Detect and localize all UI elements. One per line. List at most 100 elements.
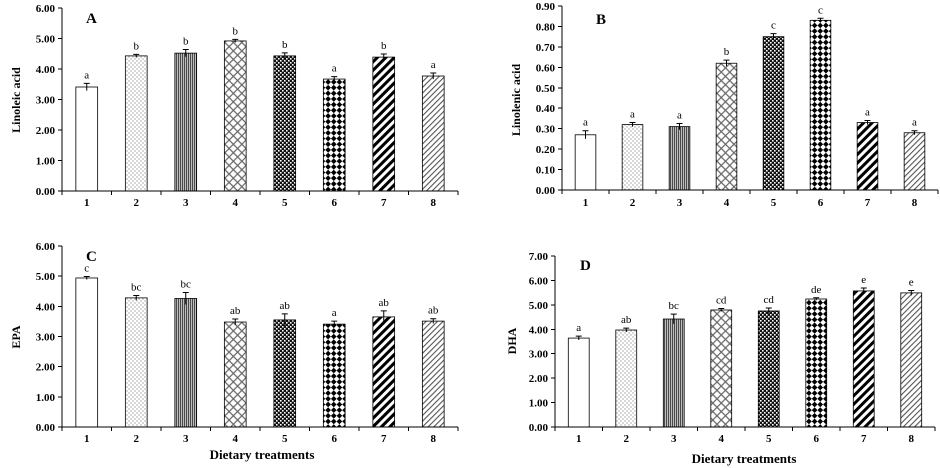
error-bar-b-3	[676, 123, 683, 130]
y-tick-label: 1.00	[36, 392, 56, 404]
error-bar-c-8	[430, 318, 437, 324]
significance-label-d-5: cd	[764, 294, 775, 306]
error-bar-b-6	[817, 17, 824, 23]
y-axis-title-c: EPA	[9, 325, 23, 348]
panel-label-d: D	[580, 258, 591, 274]
significance-label-a-3: b	[183, 35, 189, 47]
x-tick-label: 4	[233, 433, 239, 445]
error-bar-d-1	[575, 335, 582, 341]
panel-label-b: B	[596, 12, 606, 28]
x-tick-label: 3	[183, 433, 189, 445]
x-tick-label: 4	[724, 197, 730, 209]
x-tick-label: 7	[865, 197, 871, 209]
bar-b-8	[903, 132, 926, 191]
bar-b-6	[809, 19, 832, 191]
error-bar-c-2	[133, 294, 140, 301]
bar-b-4	[715, 62, 738, 191]
bar-c-5	[273, 319, 297, 428]
y-tick-label: 1.00	[36, 156, 56, 168]
error-bar-c-4	[232, 318, 239, 326]
x-tick-label: 6	[332, 433, 338, 445]
x-tick-label: 2	[134, 197, 140, 209]
bar-b-1	[574, 134, 597, 191]
error-bar-b-8	[911, 130, 918, 135]
y-tick-label: 4.00	[36, 301, 56, 313]
significance-label-a-6: a	[332, 63, 337, 75]
significance-label-c-8: ab	[428, 305, 439, 317]
significance-label-c-3: bc	[181, 278, 192, 290]
bar-d-7	[852, 290, 875, 428]
significance-label-a-1: a	[84, 69, 89, 81]
bar-b-3	[668, 126, 691, 191]
y-tick-label: 0.50	[536, 83, 556, 95]
significance-label-a-5: b	[282, 39, 288, 51]
significance-label-c-7: ab	[379, 297, 390, 309]
significance-label-b-5: c	[771, 20, 776, 32]
x-tick-label: 7	[861, 433, 867, 445]
error-bar-d-3	[670, 313, 677, 324]
significance-label-a-8: a	[431, 59, 436, 71]
bar-a-6	[322, 78, 346, 192]
significance-label-b-4: b	[724, 46, 730, 58]
significance-label-c-5: ab	[280, 300, 291, 312]
bar-c-3	[174, 298, 198, 428]
y-tick-label: 5.00	[36, 34, 56, 46]
x-axis-title-d: Dietary treatments	[692, 451, 797, 466]
y-tick-label: 0.30	[536, 124, 556, 136]
bar-c-1	[75, 277, 99, 428]
error-bar-b-2	[629, 122, 636, 127]
bar-d-5	[757, 310, 780, 428]
error-bar-c-6	[331, 320, 338, 328]
error-bar-a-3	[182, 48, 189, 57]
error-bar-d-8	[908, 289, 915, 296]
bar-d-4	[710, 309, 733, 428]
x-tick-label: 4	[233, 197, 239, 209]
bar-b-2	[621, 124, 644, 191]
bar-b-7	[856, 122, 879, 191]
y-tick-label: 0.80	[536, 21, 556, 33]
x-tick-label: 6	[814, 433, 820, 445]
bar-c-6	[322, 323, 346, 428]
bar-a-4	[223, 40, 247, 192]
significance-label-a-7: b	[381, 40, 387, 52]
y-tick-label: 5.00	[529, 300, 549, 312]
bar-c-7	[372, 316, 396, 428]
panel-b: 0.00 0.10 0.20 0.30 0.40 0.50 0.60 0.70 0.80 0.90…	[509, 1, 939, 209]
significance-label-d-7: e	[861, 274, 866, 286]
significance-label-d-4: cd	[716, 295, 727, 307]
significance-label-b-7: a	[865, 106, 870, 118]
bar-a-5	[273, 55, 297, 192]
bar-d-2	[615, 329, 638, 428]
x-tick-label: 8	[431, 197, 437, 209]
y-tick-label: 2.00	[36, 125, 56, 137]
bar-d-6	[805, 298, 828, 428]
x-tick-label: 1	[84, 197, 90, 209]
error-bar-a-8	[430, 72, 437, 80]
error-bar-b-7	[864, 119, 871, 125]
error-bar-a-5	[281, 52, 288, 59]
significance-label-c-4: ab	[230, 305, 241, 317]
error-bar-a-7	[380, 53, 387, 61]
bar-d-3	[662, 318, 685, 428]
bar-c-2	[124, 297, 148, 428]
significance-label-a-2: b	[134, 40, 140, 52]
y-tick-label: 6.00	[36, 3, 56, 15]
error-bar-a-4	[232, 38, 239, 43]
y-tick-label: 0.10	[536, 165, 556, 177]
y-tick-label: 6.00	[529, 275, 549, 287]
significance-label-b-2: a	[630, 109, 635, 121]
error-bar-b-4	[723, 59, 730, 67]
x-tick-label: 2	[624, 433, 630, 445]
x-tick-label: 1	[583, 197, 589, 209]
y-tick-label: 4.00	[36, 64, 56, 76]
bar-c-8	[421, 320, 445, 428]
x-tick-label: 2	[630, 197, 636, 209]
significance-label-c-6: a	[332, 307, 337, 319]
y-tick-label: 7.00	[529, 251, 549, 263]
x-tick-label: 8	[431, 433, 437, 445]
significance-label-c-2: bc	[131, 281, 142, 293]
significance-label-b-6: c	[818, 4, 823, 16]
x-tick-label: 2	[134, 433, 140, 445]
x-tick-label: 8	[909, 433, 915, 445]
